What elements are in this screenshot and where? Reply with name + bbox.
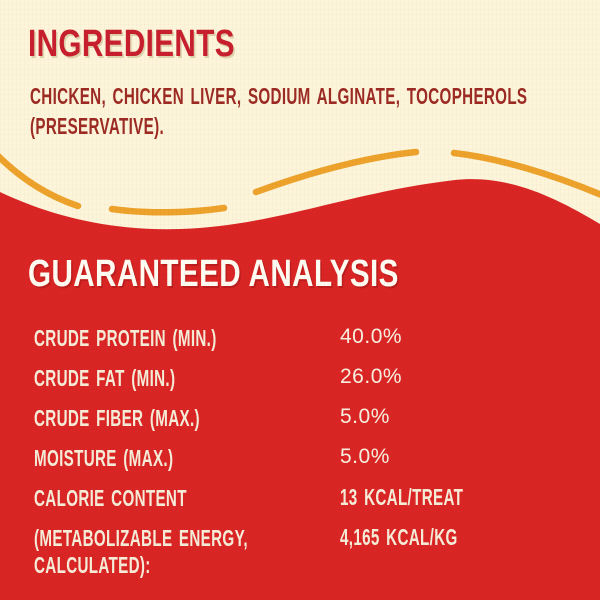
row-label: MOISTURE (MAX.) — [34, 445, 174, 471]
orange-swoosh-1 — [0, 153, 82, 210]
row-value: 5.0% — [340, 445, 390, 468]
row-value: 40.0% — [340, 325, 403, 348]
guaranteed-analysis-title: GUARANTEED ANALYSIS — [28, 253, 399, 295]
row-value: 5.0% — [340, 405, 390, 428]
table-row: CRUDE FAT (MIN.) 26.0% — [34, 365, 594, 392]
row-value: 13 KCAL/TREAT — [340, 484, 464, 510]
row-label: CRUDE FAT (MIN.) — [34, 365, 176, 391]
analysis-table: CRUDE PROTEIN (MIN.) 40.0% CRUDE FAT (MI… — [34, 325, 594, 592]
table-row: CRUDE FIBER (MAX.) 5.0% — [34, 405, 594, 432]
row-label: CRUDE FIBER (MAX.) — [34, 405, 200, 431]
row-label: (METABOLIZABLE ENERGY, CALCULATED): — [34, 525, 248, 578]
table-row: MOISTURE (MAX.) 5.0% — [34, 445, 594, 472]
row-value: 26.0% — [340, 365, 403, 388]
orange-swoosh-4 — [450, 149, 600, 198]
table-row: CALORIE CONTENT 13 KCAL/TREAT — [34, 485, 594, 512]
red-wave-shape — [0, 179, 600, 600]
orange-swoosh-2 — [108, 204, 228, 216]
row-value: 4,165 KCAL/KG — [340, 524, 458, 550]
orange-swoosh-3 — [252, 148, 420, 196]
row-label: CALORIE CONTENT — [34, 485, 187, 511]
row-label: CRUDE PROTEIN (MIN.) — [34, 325, 217, 351]
ingredients-title: INGREDIENTS — [28, 23, 235, 65]
ingredients-text: CHICKEN, CHICKEN LIVER, SODIUM ALGINATE,… — [30, 83, 528, 139]
table-row: CRUDE PROTEIN (MIN.) 40.0% — [34, 325, 594, 352]
table-row: (METABOLIZABLE ENERGY, CALCULATED): 4,16… — [34, 525, 594, 579]
